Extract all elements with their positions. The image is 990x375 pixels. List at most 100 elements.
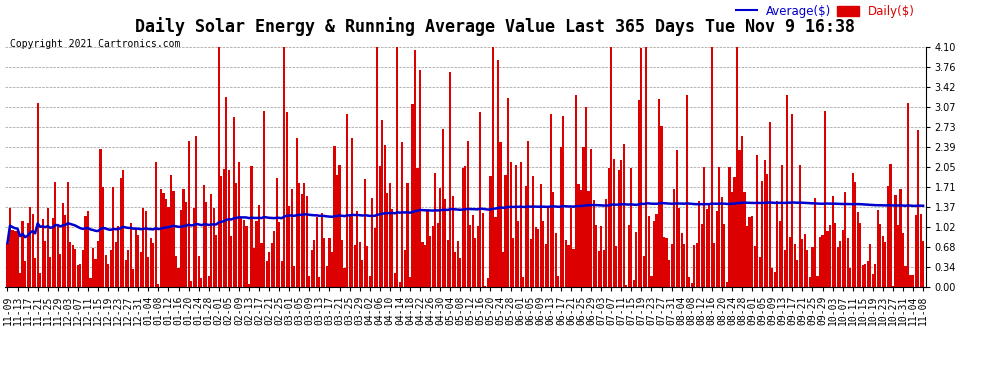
Bar xyxy=(525,186,527,287)
Bar xyxy=(329,238,331,287)
Bar xyxy=(89,278,91,287)
Bar xyxy=(655,213,657,287)
Bar xyxy=(280,261,283,287)
Bar xyxy=(205,202,207,287)
Bar xyxy=(84,216,86,287)
Bar xyxy=(582,147,585,287)
Bar xyxy=(17,231,19,287)
Bar xyxy=(24,261,26,287)
Bar xyxy=(851,173,853,287)
Bar xyxy=(117,226,119,287)
Bar xyxy=(6,243,9,287)
Bar xyxy=(834,223,837,287)
Bar xyxy=(549,114,551,287)
Bar xyxy=(319,278,321,287)
Bar xyxy=(145,211,147,287)
Bar xyxy=(796,260,798,287)
Bar xyxy=(401,142,404,287)
Bar xyxy=(138,235,140,287)
Bar xyxy=(756,154,758,287)
Bar xyxy=(492,47,494,287)
Bar xyxy=(288,206,290,287)
Bar xyxy=(346,114,348,287)
Bar xyxy=(273,231,275,287)
Bar xyxy=(250,166,252,287)
Bar xyxy=(577,184,579,287)
Bar xyxy=(741,136,743,287)
Bar xyxy=(701,224,703,287)
Bar xyxy=(668,260,670,287)
Bar xyxy=(255,221,257,287)
Bar xyxy=(746,226,748,287)
Bar xyxy=(716,211,718,287)
Bar xyxy=(618,170,620,287)
Bar xyxy=(159,189,162,287)
Bar xyxy=(910,275,912,287)
Bar xyxy=(449,72,451,287)
Bar xyxy=(849,268,851,287)
Bar xyxy=(238,162,240,287)
Bar xyxy=(182,189,184,287)
Bar xyxy=(120,178,122,287)
Bar xyxy=(233,117,235,287)
Bar xyxy=(708,202,711,287)
Bar xyxy=(42,219,44,287)
Bar xyxy=(87,211,89,287)
Bar xyxy=(543,221,545,287)
Text: Copyright 2021 Cartronics.com: Copyright 2021 Cartronics.com xyxy=(10,39,180,50)
Bar xyxy=(864,264,866,287)
Bar xyxy=(130,223,132,287)
Bar xyxy=(461,168,464,287)
Bar xyxy=(102,187,104,287)
Bar xyxy=(647,216,650,287)
Bar xyxy=(673,189,675,287)
Bar xyxy=(698,201,700,287)
Bar xyxy=(822,234,824,287)
Bar xyxy=(9,208,11,287)
Bar xyxy=(331,252,333,287)
Bar xyxy=(652,221,655,287)
Bar xyxy=(824,111,826,287)
Bar xyxy=(605,199,607,287)
Bar xyxy=(32,214,34,287)
Bar xyxy=(877,210,879,287)
Bar xyxy=(544,244,546,287)
Bar xyxy=(552,192,554,287)
Bar xyxy=(27,223,29,287)
Bar xyxy=(54,183,56,287)
Bar xyxy=(693,245,695,287)
Bar xyxy=(711,47,713,287)
Bar xyxy=(905,266,907,287)
Bar xyxy=(429,236,432,287)
Bar xyxy=(892,286,894,287)
Bar xyxy=(293,266,295,287)
Bar xyxy=(837,247,839,287)
Bar xyxy=(872,274,874,287)
Bar xyxy=(804,234,806,287)
Bar xyxy=(502,252,504,287)
Bar xyxy=(336,176,338,287)
Bar xyxy=(185,202,187,287)
Bar xyxy=(417,168,419,287)
Bar xyxy=(459,258,461,287)
Bar xyxy=(140,252,142,287)
Bar xyxy=(464,166,466,287)
Bar xyxy=(427,210,429,287)
Bar xyxy=(623,144,625,287)
Bar xyxy=(557,276,559,287)
Bar xyxy=(882,236,884,287)
Bar xyxy=(112,187,114,287)
Bar xyxy=(585,107,587,287)
Bar xyxy=(643,256,644,287)
Bar xyxy=(515,165,517,287)
Bar xyxy=(540,184,542,287)
Bar xyxy=(414,50,416,287)
Bar xyxy=(231,236,233,287)
Bar xyxy=(192,208,195,287)
Bar xyxy=(565,240,567,287)
Bar xyxy=(615,246,618,287)
Bar xyxy=(286,112,288,287)
Bar xyxy=(275,178,278,287)
Bar xyxy=(658,99,660,287)
Bar xyxy=(422,242,424,287)
